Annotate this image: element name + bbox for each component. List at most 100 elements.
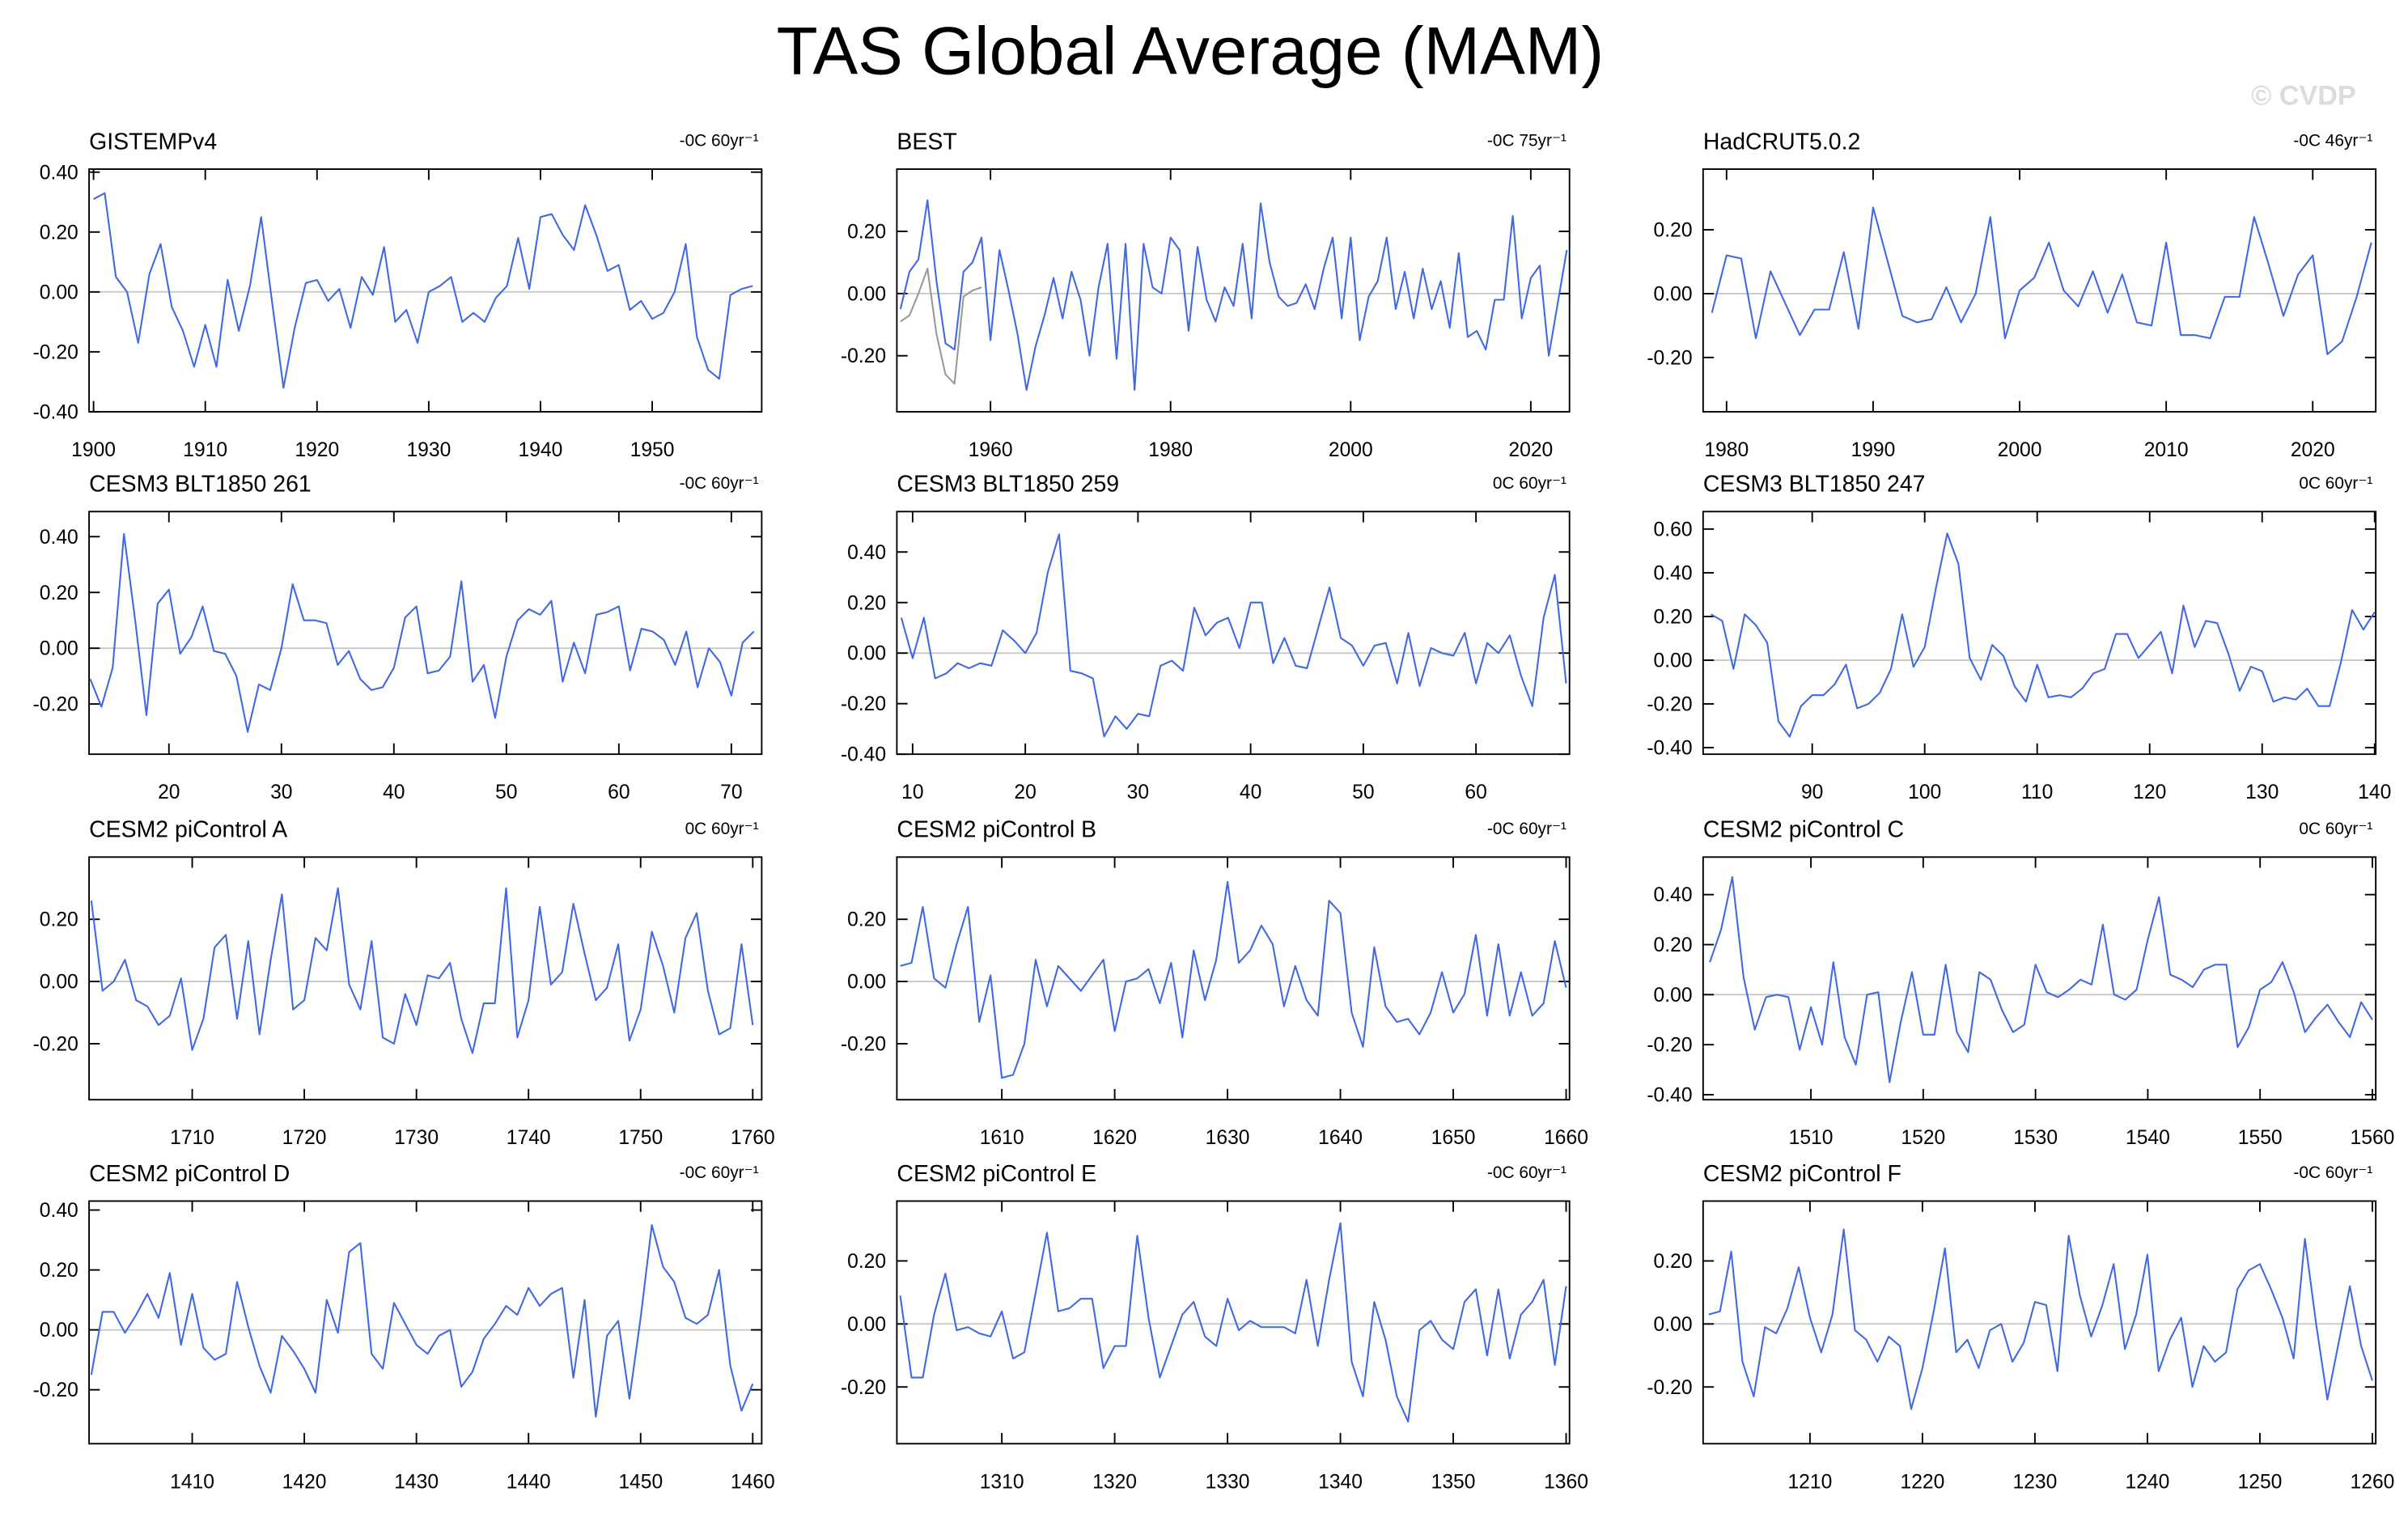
- y-tick-label: 0.40: [40, 162, 78, 184]
- x-tick-label: 1410: [170, 1471, 214, 1493]
- x-tick-label: 1560: [2351, 1127, 2395, 1149]
- x-tick-label: 1720: [282, 1127, 327, 1149]
- y-tick-label: -0.20: [841, 1377, 886, 1399]
- x-tick-label: 1920: [295, 439, 339, 461]
- x-tick-label: 1320: [1092, 1471, 1137, 1493]
- panel: CESM2 piControl F -0C 60yr⁻¹ -0.20 0.00 0.20…: [1647, 1161, 2394, 1494]
- panel-title: CESM3 BLT1850 247: [1703, 472, 1926, 498]
- y-tick-label: -0.20: [33, 694, 78, 716]
- x-tick-label: 1340: [1318, 1471, 1363, 1493]
- y-tick-label: 0.00: [40, 638, 78, 660]
- y-tick-label: 0.60: [1654, 519, 1693, 540]
- y-tick-label: 0.00: [847, 643, 886, 665]
- panel-title: CESM2 piControl F: [1703, 1161, 1901, 1187]
- x-tick-label: 1510: [1789, 1127, 1834, 1149]
- y-tick-label: 0.20: [40, 909, 78, 931]
- series-line: [899, 199, 1568, 392]
- y-tick-label: 0.20: [40, 222, 78, 244]
- x-tick-label: 1520: [1901, 1127, 1945, 1149]
- panel-title: CESM3 BLT1850 261: [89, 472, 312, 498]
- plot-frame: [896, 1200, 1571, 1445]
- plot-frame: [1702, 168, 2377, 413]
- trend-annotation: 0C 60yr⁻¹: [685, 820, 759, 838]
- panel: CESM3 BLT1850 259 0C 60yr⁻¹ -0.40 -0.20 0.00…: [841, 472, 1571, 803]
- trend-annotation: -0C 60yr⁻¹: [1487, 820, 1566, 838]
- y-tick-label: 0.20: [1654, 220, 1693, 242]
- x-tick-label: 1930: [406, 439, 451, 461]
- panel-title: GISTEMPv4: [89, 129, 217, 155]
- x-tick-label: 1260: [2351, 1471, 2395, 1493]
- y-tick-label: 0.40: [40, 527, 78, 549]
- panel-title: BEST: [897, 129, 956, 155]
- y-tick-label: -0.40: [1647, 738, 1692, 760]
- x-tick-label: 1980: [1704, 439, 1749, 461]
- y-tick-label: 0.20: [1654, 606, 1693, 628]
- x-tick-label: 1650: [1431, 1127, 1476, 1149]
- x-tick-label: 2000: [1998, 439, 2042, 461]
- y-tick-label: 0.00: [847, 972, 886, 994]
- x-tick-label: 1620: [1092, 1127, 1137, 1149]
- trend-annotation: -0C 60yr⁻¹: [2293, 1163, 2372, 1182]
- y-tick-label: -0.20: [841, 693, 886, 715]
- y-tick-label: 0.00: [1654, 651, 1693, 672]
- x-tick-label: 1950: [630, 439, 675, 461]
- plot-frame: [896, 511, 1571, 756]
- y-tick-label: 0.40: [847, 542, 886, 564]
- y-tick-label: -0.20: [841, 1034, 886, 1056]
- x-tick-label: 110: [2021, 782, 2053, 803]
- plot-frame: [1702, 1200, 2377, 1445]
- panel: CESM2 piControl E -0C 60yr⁻¹ -0.20 0.00 0.20…: [841, 1161, 1588, 1494]
- trend-annotation: -0C 60yr⁻¹: [680, 132, 759, 150]
- y-tick-label: 0.20: [1654, 934, 1693, 956]
- x-tick-label: 130: [2245, 782, 2279, 803]
- x-tick-label: 1230: [2012, 1471, 2057, 1493]
- panel: BEST -0C 75yr⁻¹ -0.20 0.00 0.20 1960 1980 2000 2…: [841, 129, 1571, 461]
- panel: GISTEMPv4 -0C 60yr⁻¹ -0.40 -0.20 0.00 0.20 0.4…: [33, 129, 763, 461]
- x-tick-label: 1540: [2126, 1127, 2170, 1149]
- panel: CESM3 BLT1850 261 -0C 60yr⁻¹ -0.20 0.00 0.20…: [33, 472, 763, 803]
- x-tick-label: 1310: [980, 1471, 1024, 1493]
- x-tick-label: 1750: [618, 1127, 663, 1149]
- y-tick-label: 0.20: [847, 221, 886, 243]
- series-line: [900, 268, 982, 385]
- x-tick-label: 1420: [282, 1471, 327, 1493]
- x-tick-label: 1250: [2238, 1471, 2283, 1493]
- x-tick-label: 1740: [507, 1127, 551, 1149]
- panel-title: CESM3 BLT1850 259: [897, 472, 1119, 498]
- y-tick-label: -0.20: [33, 1034, 78, 1056]
- x-tick-label: 2010: [2144, 439, 2189, 461]
- series-line: [90, 887, 754, 1054]
- plot-frame: [88, 1200, 763, 1445]
- y-tick-label: -0.20: [1647, 1035, 1692, 1057]
- plot-frame: [88, 856, 763, 1101]
- x-tick-label: 1220: [1900, 1471, 1944, 1493]
- trend-annotation: -0C 60yr⁻¹: [1487, 1163, 1566, 1182]
- panel: CESM2 piControl B -0C 60yr⁻¹ -0.20 0.00 0.20…: [841, 817, 1588, 1150]
- series-line: [90, 1224, 754, 1418]
- watermark: © CVDP: [2251, 80, 2356, 111]
- trend-annotation: -0C 60yr⁻¹: [680, 1163, 759, 1182]
- y-tick-label: 0.00: [847, 1314, 886, 1336]
- series-line: [1708, 1228, 2373, 1410]
- x-tick-label: 1430: [394, 1471, 439, 1493]
- x-tick-label: 1610: [980, 1127, 1024, 1149]
- x-tick-label: 30: [1127, 782, 1149, 803]
- x-tick-label: 1960: [969, 439, 1013, 461]
- x-tick-label: 30: [270, 782, 292, 803]
- y-tick-label: -0.20: [841, 345, 886, 367]
- y-tick-label: 0.00: [1654, 283, 1693, 305]
- x-tick-label: 70: [720, 782, 742, 803]
- x-tick-label: 1530: [2013, 1127, 2058, 1149]
- y-tick-label: 0.00: [1654, 985, 1693, 1007]
- x-tick-label: 120: [2133, 782, 2166, 803]
- y-tick-label: -0.20: [33, 1380, 78, 1401]
- y-tick-label: 0.00: [1654, 1314, 1693, 1336]
- x-tick-label: 40: [1240, 782, 1261, 803]
- series-line: [93, 192, 753, 389]
- y-tick-label: 0.20: [40, 583, 78, 604]
- y-tick-label: -0.20: [1647, 1377, 1692, 1399]
- x-tick-label: 1900: [71, 439, 116, 461]
- x-tick-label: 40: [383, 782, 405, 803]
